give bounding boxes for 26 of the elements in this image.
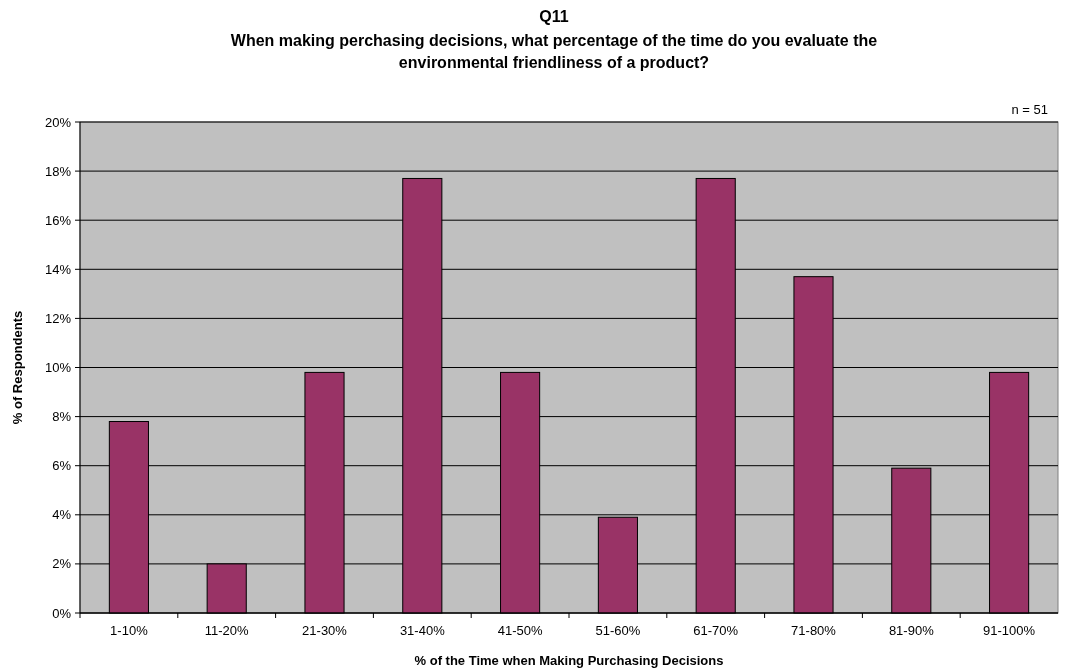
x-tick-label: 71-80% — [791, 623, 837, 638]
y-tick-label: 12% — [44, 310, 72, 326]
x-tick-label: 11-20% — [204, 623, 250, 638]
x-tick-label: 21-30% — [302, 623, 348, 638]
x-axis-title: % of the Time when Making Purchasing Decisions — [414, 653, 724, 668]
chart-title: Q11 — [539, 8, 569, 25]
x-tick-label: 31-40% — [399, 623, 446, 638]
text: n = 51 — [1011, 102, 1048, 117]
y-tick-label: 2% — [52, 556, 72, 572]
y-tick-label: 6% — [52, 458, 72, 474]
y-tick-label: 14% — [44, 261, 72, 277]
y-tick-label: 18% — [44, 163, 72, 179]
y-tick-label: 10% — [44, 360, 72, 376]
y-tick-label: 16% — [44, 212, 72, 228]
y-tick-label: 0% — [52, 605, 72, 621]
y-axis-title: % of Respondents — [10, 310, 25, 425]
x-tick-label: 41-50% — [497, 623, 543, 638]
y-tick-label: 4% — [52, 507, 72, 523]
x-tick-label: 1-10% — [110, 623, 149, 638]
x-tick-label: 91-100% — [983, 623, 1036, 638]
x-tick-label: 81-90% — [888, 623, 935, 638]
x-tick-label: 61-70% — [693, 623, 739, 638]
x-tick-label: 51-60% — [595, 623, 641, 638]
y-tick-label: 20% — [44, 114, 72, 130]
y-tick-label: 8% — [52, 409, 72, 425]
chart-subtitle: When making perchasing decisions, what percentage of the time do you evaluate the environmental friendliness of a product? — [230, 32, 878, 71]
